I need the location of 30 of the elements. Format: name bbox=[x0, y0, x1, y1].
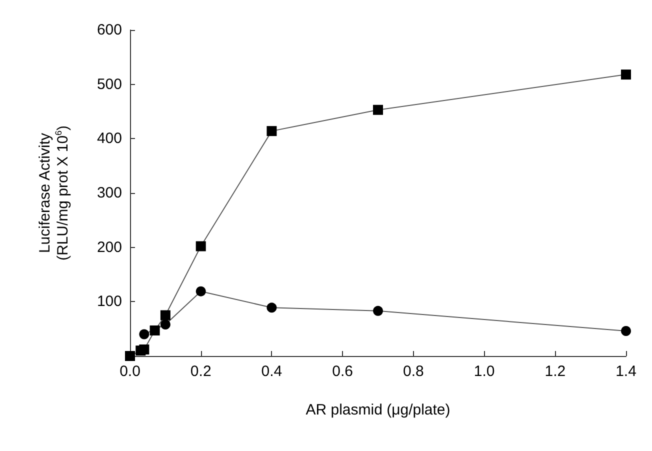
point bbox=[160, 319, 170, 330]
point bbox=[266, 126, 277, 136]
y-tick-label: 300 bbox=[96, 184, 122, 202]
x-tick-label: 1.0 bbox=[474, 363, 495, 380]
point bbox=[160, 310, 170, 320]
point bbox=[621, 326, 631, 336]
y-axis-title: Luciferase Activity (RLU/mg prot X 106) bbox=[36, 125, 72, 261]
x-tick-label: 0.6 bbox=[332, 363, 353, 380]
point bbox=[139, 329, 150, 340]
point bbox=[266, 302, 277, 313]
point bbox=[150, 325, 160, 336]
x-tick-label: 0.0 bbox=[120, 363, 140, 380]
point bbox=[196, 286, 206, 296]
x-tick-label: 1.4 bbox=[616, 363, 636, 380]
y-tick-label: 500 bbox=[96, 76, 122, 93]
point bbox=[125, 351, 135, 361]
y-tick-label: 200 bbox=[96, 238, 122, 256]
y-tick-label: 100 bbox=[96, 293, 122, 310]
x-tick-label: 0.8 bbox=[403, 363, 424, 380]
point bbox=[139, 344, 150, 354]
y-tick-label: 400 bbox=[96, 130, 122, 148]
point bbox=[196, 241, 206, 252]
x-tick-label: 1.2 bbox=[544, 363, 566, 380]
point bbox=[373, 306, 383, 316]
point bbox=[621, 70, 631, 80]
x-tick-label: 0.4 bbox=[261, 363, 282, 380]
x-axis-title: AR plasmid (μg/plate) bbox=[306, 402, 450, 418]
point bbox=[373, 104, 383, 115]
y-tick-label: 600 bbox=[96, 22, 122, 38]
x-tick-label: 0.2 bbox=[190, 363, 212, 380]
